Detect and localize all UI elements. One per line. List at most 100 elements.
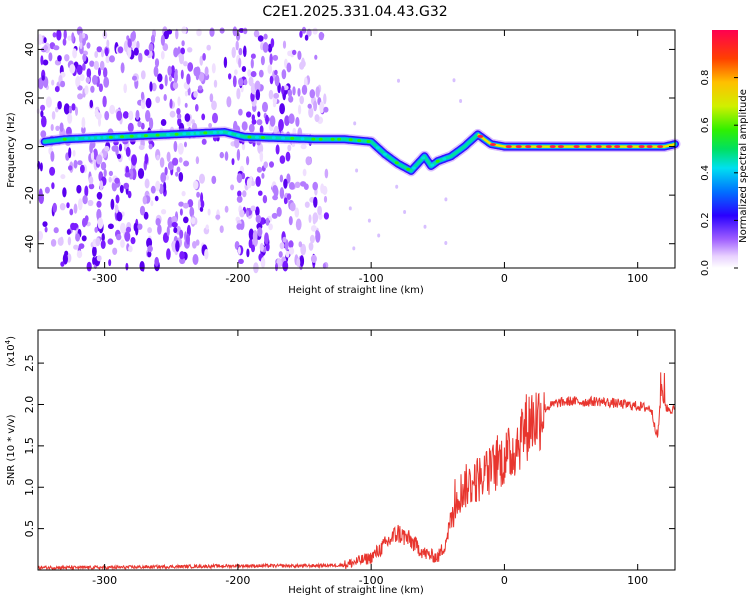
ridge-mid-cell [247, 135, 252, 139]
noise-cell [160, 50, 165, 60]
noise-cell [287, 144, 292, 152]
y-tick-label: 2.0 [23, 396, 36, 414]
noise-cell [292, 86, 296, 96]
x-tick-label: 0 [501, 574, 508, 587]
noise-cell [68, 165, 73, 171]
ridge-mid-cell [90, 136, 95, 140]
colorbar-tick-label: 0.2 [700, 212, 711, 228]
noise-cell [268, 223, 273, 231]
noise-cell [55, 125, 60, 131]
noise-cell [169, 75, 172, 82]
noise-cell [241, 121, 248, 131]
noise-cell [286, 62, 292, 73]
noise-cell [250, 180, 256, 186]
noise-cell [103, 67, 108, 78]
figure-title: C2E1.2025.331.04.43.G32 [262, 4, 447, 20]
noise-cell [301, 60, 306, 68]
noise-cell [112, 247, 118, 255]
noise-cell [141, 262, 145, 272]
ridge-mid-cell [96, 136, 101, 140]
noise-cell [255, 214, 262, 224]
noise-cell [209, 93, 214, 103]
noise-cell [179, 257, 186, 265]
snr-panel: -300 -200 -100 0 100 0.5 1.0 1.5 2.0 2.5 Height … [4, 329, 676, 596]
noise-cell [230, 184, 235, 191]
noise-cell [63, 103, 70, 115]
noise-cell [50, 151, 55, 162]
noise-cell [114, 204, 119, 214]
noise-cell [60, 80, 66, 88]
noise-cell [269, 75, 274, 85]
noise-cell [288, 216, 293, 226]
noise-cell [318, 31, 324, 41]
noise-cell [178, 157, 183, 163]
noise-cell [295, 218, 302, 231]
noise-cell [172, 157, 179, 166]
y-tick-label: -20 [23, 186, 36, 204]
noise-cell [95, 237, 101, 247]
noise-cell [78, 198, 83, 211]
noise-cell [304, 34, 309, 41]
noise-cell [77, 85, 83, 91]
noise-cell [102, 95, 107, 108]
noise-cell [208, 123, 213, 128]
noise-cell [228, 73, 232, 80]
noise-cell [69, 64, 76, 74]
noise-cell [322, 263, 326, 269]
ridge-mid-cell [406, 167, 411, 171]
ridge-mid-cell [255, 135, 259, 139]
noise-cell [79, 73, 85, 82]
noise-cell [138, 52, 143, 63]
noise-cell [377, 233, 381, 238]
ridge-peak-red [614, 145, 621, 149]
noise-cell [241, 172, 246, 180]
noise-cell [272, 185, 278, 194]
noise-cell [144, 49, 150, 56]
noise-cell [150, 34, 156, 44]
colorbar-label: Normalized spectral amplitude [738, 89, 749, 243]
noise-cell [40, 55, 44, 66]
noise-cell [110, 198, 115, 210]
noise-cell [242, 190, 247, 198]
colorbar-tick-label: 0.6 [700, 117, 711, 133]
noise-cell [161, 209, 167, 215]
noise-cell [156, 154, 160, 161]
noise-cell [66, 126, 72, 136]
noise-cell [64, 250, 69, 256]
noise-cell [139, 205, 146, 216]
snr-series-line [38, 372, 675, 570]
noise-cell [92, 256, 96, 265]
spectrogram-y-label: Frequency (Hz) [6, 112, 17, 188]
noise-cell [192, 254, 199, 265]
noise-cell [234, 69, 238, 75]
noise-cell [231, 158, 235, 166]
noise-cell [86, 261, 92, 272]
noise-cell [124, 231, 131, 242]
noise-cell [143, 211, 149, 220]
noise-cell [85, 76, 91, 84]
noise-cell [59, 122, 64, 132]
noise-cell [80, 164, 85, 174]
noise-cell [251, 244, 255, 253]
noise-cell [403, 210, 407, 214]
noise-cell [282, 40, 287, 49]
noise-cell [155, 180, 161, 192]
noise-cell [423, 224, 427, 229]
noise-cell [323, 195, 328, 203]
noise-cell [207, 208, 211, 216]
noise-cell [319, 101, 325, 114]
noise-cell [140, 70, 146, 80]
noise-cell [154, 256, 159, 267]
noise-cell [252, 230, 258, 242]
noise-cell [76, 250, 83, 259]
noise-cell [278, 251, 283, 258]
noise-cell [268, 89, 274, 100]
y-tick-label: 1.0 [23, 478, 36, 496]
noise-cell [94, 51, 99, 58]
noise-cell [195, 66, 201, 77]
noise-cell [189, 206, 195, 218]
noise-cell [127, 190, 132, 199]
ridge-peak-red [490, 143, 496, 146]
noise-cell [122, 111, 129, 119]
